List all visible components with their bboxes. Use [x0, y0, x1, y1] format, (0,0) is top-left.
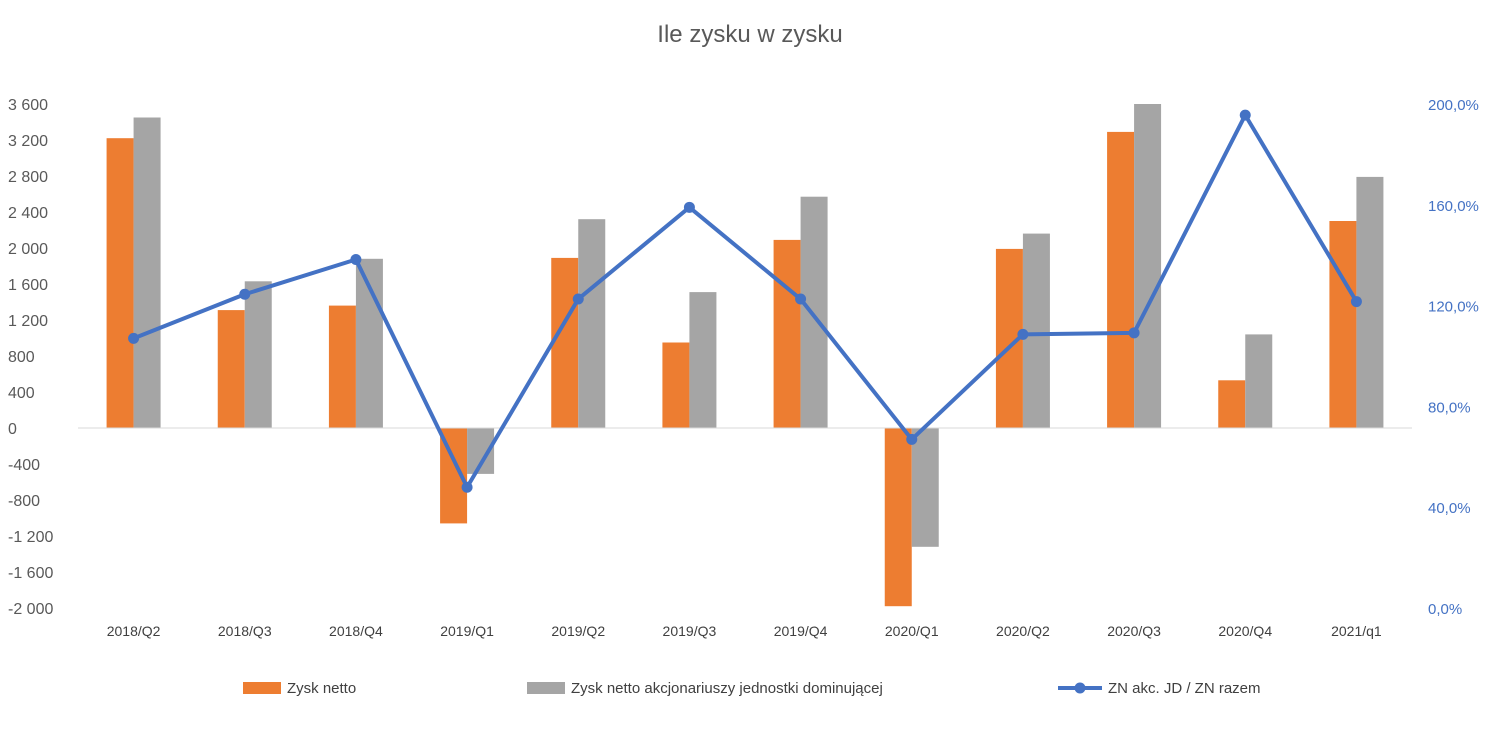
- bar-zysk-dominujacej-2020-Q1: [911, 428, 939, 547]
- legend-label: ZN akc. JD / ZN razem: [1108, 680, 1261, 697]
- x-tick-label: 2018/Q3: [218, 623, 272, 639]
- x-tick-label: 2018/Q4: [329, 623, 383, 639]
- right-tick-label: 200,0%: [1428, 97, 1479, 114]
- legend-swatch: [243, 682, 281, 694]
- x-tick-label: 2020/Q3: [1107, 623, 1161, 639]
- point-zn-ratio-2019-Q2: [572, 293, 584, 305]
- left-tick-label: 1 600: [8, 277, 48, 294]
- left-tick-label: 800: [8, 349, 35, 366]
- x-tick-label: 2021/q1: [1331, 623, 1382, 639]
- left-tick-label: 1 200: [8, 313, 48, 330]
- left-tick-label: -2 000: [8, 601, 53, 618]
- point-zn-ratio-2018-Q3: [239, 288, 251, 300]
- bar-zysk-netto-2020-Q3: [1107, 131, 1135, 428]
- bar-zysk-dominujacej-2020-Q2: [1022, 233, 1050, 428]
- x-tick-label: 2020/Q2: [996, 623, 1050, 639]
- left-tick-label: -800: [8, 493, 40, 510]
- bar-zysk-dominujacej-2018-Q3: [244, 281, 272, 428]
- bar-zysk-netto-2019-Q2: [551, 257, 579, 428]
- bar-zysk-netto-2020-Q1: [884, 428, 912, 607]
- point-zn-ratio-2018-Q4: [350, 253, 362, 265]
- bar-zysk-dominujacej-2018-Q2: [133, 117, 161, 428]
- left-axis-ticks: 3 600 3 200 2 800 2 400 2 000 1 600 1 200 800 40…: [8, 97, 53, 618]
- legend-label: Zysk netto akcjonariuszy jednostki domin…: [571, 680, 883, 697]
- chart-title: Ile zysku w zysku: [657, 21, 842, 48]
- x-tick-label: 2019/Q2: [551, 623, 605, 639]
- left-tick-label: -1 200: [8, 529, 53, 546]
- legend-swatch: [527, 682, 565, 694]
- bar-zysk-netto-2020-Q4: [1218, 380, 1246, 428]
- bar-zysk-netto-2021-q1: [1329, 221, 1357, 428]
- right-tick-label: 0,0%: [1428, 601, 1462, 618]
- bar-zysk-dominujacej-2020-Q4: [1245, 334, 1273, 428]
- line-zn-ratio: [132, 113, 1359, 490]
- right-tick-label: 120,0%: [1428, 299, 1479, 316]
- right-tick-label: 40,0%: [1428, 500, 1471, 517]
- left-tick-label: 2 000: [8, 241, 48, 258]
- bar-zysk-netto-2018-Q4: [328, 305, 356, 428]
- x-tick-label: 2020/Q4: [1218, 623, 1272, 639]
- point-zn-ratio-2019-Q3: [683, 201, 695, 213]
- x-tick-label: 2019/Q4: [774, 623, 828, 639]
- legend-label: Zysk netto: [287, 680, 356, 697]
- bar-zysk-netto-2019-Q4: [773, 239, 801, 428]
- bar-zysk-dominujacej-2019-Q4: [800, 196, 828, 428]
- line-layer: [128, 109, 1362, 493]
- bars-layer: [106, 104, 1384, 607]
- left-tick-label: 0: [8, 421, 17, 438]
- point-zn-ratio-2020-Q2: [1017, 328, 1029, 340]
- bar-zysk-dominujacej-2019-Q3: [689, 292, 717, 428]
- bar-zysk-netto-2018-Q2: [106, 138, 134, 428]
- left-tick-label: -400: [8, 457, 40, 474]
- left-tick-label: 2 800: [8, 169, 48, 186]
- right-axis-ticks: 200,0% 160,0% 120,0% 80,0% 40,0% 0,0%: [1428, 97, 1479, 618]
- bar-zysk-netto-2019-Q3: [662, 342, 690, 428]
- bar-zysk-dominujacej-2019-Q2: [578, 219, 606, 428]
- bar-zysk-dominujacej-2020-Q3: [1134, 104, 1162, 428]
- x-tick-label: 2019/Q3: [663, 623, 717, 639]
- left-tick-label: 400: [8, 385, 35, 402]
- x-tick-label: 2018/Q2: [107, 623, 161, 639]
- legend-swatch-marker: [1074, 682, 1086, 694]
- point-zn-ratio-2018-Q2: [128, 332, 140, 344]
- x-tick-label: 2020/Q1: [885, 623, 939, 639]
- point-zn-ratio-2020-Q4: [1239, 109, 1251, 121]
- point-zn-ratio-2021-q1: [1350, 296, 1362, 308]
- point-zn-ratio-2019-Q4: [795, 293, 807, 305]
- right-tick-label: 80,0%: [1428, 399, 1471, 416]
- point-zn-ratio-2020-Q3: [1128, 327, 1140, 339]
- bar-zysk-netto-2018-Q3: [217, 310, 245, 428]
- point-zn-ratio-2019-Q1: [461, 481, 473, 493]
- left-tick-label: 3 200: [8, 133, 48, 150]
- left-tick-label: -1 600: [8, 565, 53, 582]
- x-tick-label: 2019/Q1: [440, 623, 494, 639]
- point-zn-ratio-2020-Q1: [906, 433, 918, 445]
- left-tick-label: 3 600: [8, 97, 48, 114]
- right-tick-label: 160,0%: [1428, 198, 1479, 215]
- x-axis-ticks: 2018/Q2 2018/Q3 2018/Q4 2019/Q1 2019/Q2 2019/…: [107, 623, 1382, 639]
- left-tick-label: 2 400: [8, 205, 48, 222]
- legend: Zysk netto Zysk netto akcjonariuszy jedno…: [243, 680, 1261, 697]
